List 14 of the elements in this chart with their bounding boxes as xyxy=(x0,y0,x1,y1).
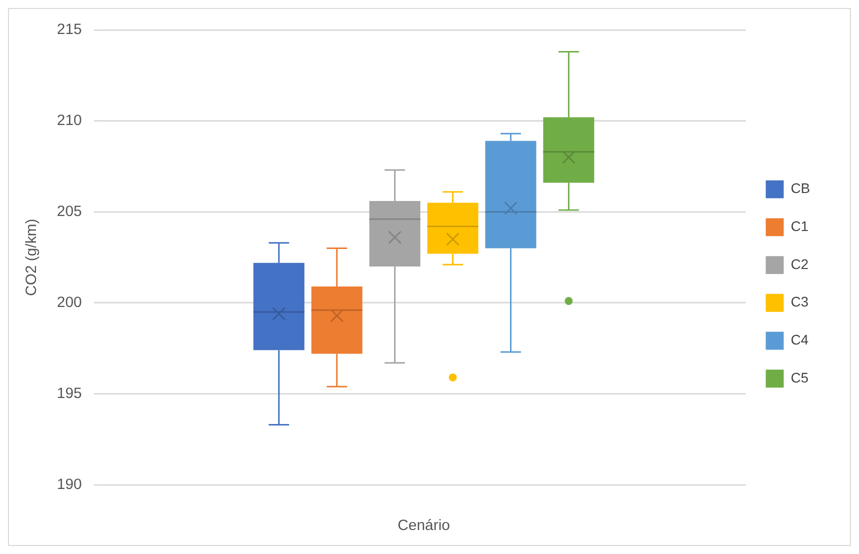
y-tick-label: 195 xyxy=(56,384,82,402)
legend-label: C2 xyxy=(790,256,809,272)
y-axis-title: CO2 (g/km) xyxy=(23,218,40,296)
x-axis-title: Cenário xyxy=(398,517,450,534)
y-tick-label: 205 xyxy=(56,203,82,220)
y-tick-label: 190 xyxy=(56,476,82,493)
legend-label: C1 xyxy=(790,218,809,234)
y-tick-label: 200 xyxy=(56,294,82,311)
y-tick-label: 215 xyxy=(56,21,82,38)
legend-label: CB xyxy=(790,180,810,196)
legend-label: C4 xyxy=(790,332,809,348)
y-tick-label: 210 xyxy=(56,112,82,130)
legend-label: C3 xyxy=(790,294,809,310)
legend-label: C5 xyxy=(790,369,809,386)
